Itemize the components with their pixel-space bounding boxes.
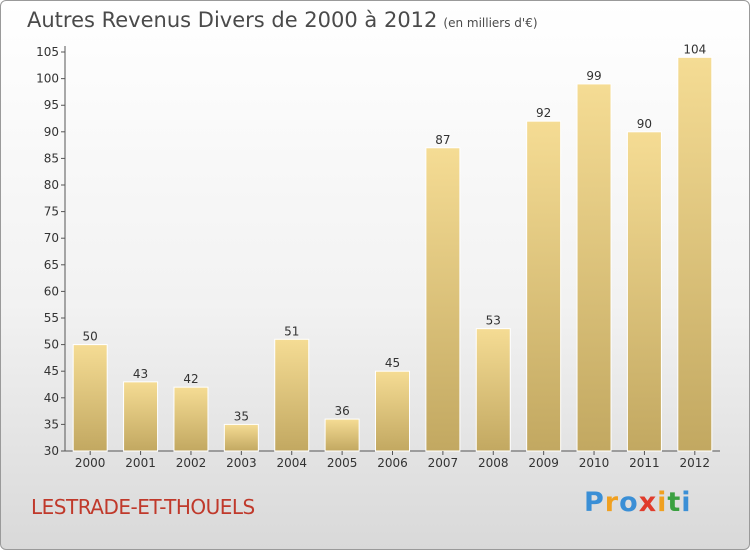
data-label-2011: 90 — [637, 117, 652, 131]
x-tick-label-2000: 2000 — [75, 456, 106, 470]
bar-2004 — [274, 338, 310, 452]
data-label-2000: 50 — [83, 330, 98, 344]
logo-letter: x — [638, 487, 658, 518]
x-tick-label-2009: 2009 — [528, 456, 559, 470]
chart-subtitle: (en milliers d'€) — [443, 16, 538, 30]
y-tick-label: 105 — [36, 45, 59, 59]
x-tick-label-2011: 2011 — [629, 456, 660, 470]
y-tick-label: 60 — [44, 284, 59, 298]
y-tick-label: 70 — [44, 231, 59, 245]
bar-2008 — [475, 328, 511, 452]
logo-letter: r — [604, 487, 620, 518]
y-tick-label: 40 — [44, 391, 59, 405]
data-label-2012: 104 — [683, 42, 706, 56]
logo-letter: i — [657, 487, 668, 518]
bar-2003 — [223, 423, 259, 452]
x-tick-label-2003: 2003 — [226, 456, 257, 470]
bar-2006 — [375, 370, 410, 452]
y-tick-label: 90 — [44, 125, 59, 139]
logo-letter: P — [584, 487, 605, 518]
data-label-2007: 87 — [435, 133, 450, 147]
bar-2007 — [425, 147, 461, 452]
y-tick-label: 80 — [44, 178, 59, 192]
x-tick-label-2004: 2004 — [276, 456, 307, 470]
y-tick-label: 35 — [44, 417, 59, 431]
data-label-2004: 51 — [284, 324, 299, 338]
y-tick-label: 30 — [44, 444, 59, 458]
bar-2011 — [626, 131, 662, 452]
data-label-2010: 99 — [586, 69, 601, 83]
bar-2000 — [72, 344, 108, 452]
bar-2002 — [173, 386, 209, 452]
proxiti-logo: Proxiti — [584, 487, 692, 518]
logo-letter: i — [681, 487, 692, 518]
x-tick-label-2007: 2007 — [428, 456, 459, 470]
x-tick-label-2008: 2008 — [478, 456, 509, 470]
bar-2009 — [526, 120, 562, 452]
bar-2001 — [123, 381, 159, 452]
y-tick-label: 75 — [44, 205, 59, 219]
bar-2005 — [324, 418, 360, 452]
y-tick-label: 85 — [44, 151, 59, 165]
x-tick-label-2006: 2006 — [377, 456, 408, 470]
chart-title: Autres Revenus Divers de 2000 à 2012 (en … — [27, 8, 538, 32]
y-tick-label: 100 — [36, 72, 59, 86]
data-label-2001: 43 — [133, 367, 148, 381]
data-label-2003: 35 — [234, 409, 249, 423]
logo-letter: t — [667, 487, 682, 518]
y-tick-label: 45 — [44, 364, 59, 378]
x-tick-label-2001: 2001 — [125, 456, 156, 470]
y-tick-label: 55 — [44, 311, 59, 325]
data-label-2005: 36 — [334, 404, 349, 418]
data-label-2009: 92 — [536, 106, 551, 120]
x-tick-label-2012: 2012 — [680, 456, 711, 470]
data-label-2008: 53 — [486, 314, 501, 328]
commune-name: LESTRADE-ET-THOUELS — [31, 495, 255, 519]
x-tick-label-2005: 2005 — [327, 456, 358, 470]
x-tick-label-2010: 2010 — [579, 456, 610, 470]
y-tick-label: 95 — [44, 98, 59, 112]
bar-2010 — [576, 83, 612, 452]
y-tick-label: 65 — [44, 258, 59, 272]
bar-2012 — [677, 56, 713, 452]
x-tick-label-2002: 2002 — [176, 456, 207, 470]
data-label-2006: 45 — [385, 356, 400, 370]
logo-letter: o — [619, 487, 639, 518]
data-label-2002: 42 — [183, 372, 198, 386]
y-tick-label: 50 — [44, 338, 59, 352]
